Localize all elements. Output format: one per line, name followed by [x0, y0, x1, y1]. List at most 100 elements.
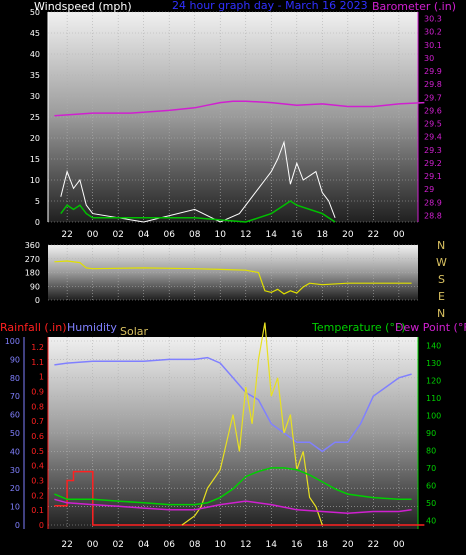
barometer-tick-label: 29.2 [424, 159, 442, 168]
x-tick-label: 04 [138, 540, 150, 550]
x-tick-label: 22 [61, 230, 72, 240]
direction-tick-label: 180 [25, 269, 40, 278]
rain-tick-label: 0.7 [31, 417, 44, 426]
x-tick-label: 16 [291, 540, 303, 550]
x-tick-label: 14 [266, 540, 278, 550]
temperature-axis-label: Temperature (°F) [311, 321, 406, 334]
barometer-tick-label: 30.2 [424, 28, 442, 37]
x-tick-label: 06 [163, 540, 175, 550]
barometer-tick-label: 30.3 [424, 15, 442, 24]
direction-panel-bg [48, 245, 418, 300]
barometer-tick-label: 30 [424, 54, 434, 63]
wind-tick-label: 20 [30, 134, 40, 143]
barometer-tick-label: 29.8 [424, 80, 442, 89]
humidity-line [54, 356, 412, 453]
windspeed-line [60, 140, 336, 223]
temperature-tick-label: 130 [426, 359, 441, 368]
x-tick-label: 08 [189, 540, 201, 550]
rain-tick-label: 0.2 [31, 491, 44, 500]
compass-n-bottom: N [437, 307, 445, 320]
wind-direction-line [54, 260, 412, 295]
x-tick-label: 22 [368, 540, 379, 550]
rain-tick-label: 1.2 [31, 343, 44, 352]
humidity-tick-label: 40 [10, 447, 20, 456]
wind-axis-label: Windspeed (mph) [34, 0, 132, 13]
barometer-tick-label: 29.6 [424, 106, 442, 115]
direction-tick-label: 360 [25, 241, 40, 250]
x-tick-label: 04 [138, 230, 150, 240]
barometer-tick-label: 29 [424, 185, 434, 194]
chart-title: 24 hour graph day - March 16 2023 [172, 0, 368, 12]
direction-tick-label: 0 [35, 296, 40, 305]
compass-w: W [436, 256, 447, 269]
rain-tick-label: 0.5 [31, 447, 44, 456]
temperature-tick-label: 40 [426, 516, 436, 525]
temperature-tick-label: 50 [426, 499, 436, 508]
humidity-tick-label: 70 [10, 392, 20, 401]
wind-tick-label: 25 [30, 113, 40, 122]
humidity-tick-label: 20 [10, 484, 20, 493]
barometer-tick-label: 29.7 [424, 93, 442, 102]
solar-line [181, 322, 323, 526]
barometer-tick-label: 30.1 [424, 41, 442, 50]
rainfall-line [54, 470, 425, 526]
wind-panel-bg [48, 12, 418, 222]
x-tick-label: 20 [342, 230, 354, 240]
compass-e: E [438, 290, 445, 303]
temperature-tick-label: 80 [426, 446, 436, 455]
humidity-tick-label: 60 [10, 411, 20, 420]
humidity-axis-label: Humidity [67, 321, 117, 334]
rain-tick-label: 0.6 [31, 432, 44, 441]
wind-tick-label: 35 [30, 71, 40, 80]
temperature-tick-label: 120 [426, 377, 441, 386]
humidity-tick-label: 90 [10, 355, 20, 364]
x-tick-label: 00 [393, 230, 405, 240]
dewpoint-axis-label: Dew Point (°F) [395, 321, 466, 334]
x-tick-label: 12 [240, 540, 251, 550]
x-tick-label: 00 [393, 540, 405, 550]
x-tick-label: 18 [317, 540, 329, 550]
barometer-tick-label: 28.8 [424, 211, 442, 220]
wind-tick-label: 15 [30, 155, 40, 164]
wind-tick-label: 40 [30, 50, 40, 59]
direction-tick-label: 90 [30, 282, 40, 291]
temperature-tick-label: 100 [426, 412, 441, 421]
temperature-tick-label: 70 [426, 464, 436, 473]
x-tick-label: 18 [317, 230, 329, 240]
x-tick-label: 00 [87, 230, 99, 240]
wind-tick-label: 30 [30, 92, 40, 101]
rain-tick-label: 0.4 [31, 462, 44, 471]
rainfall-axis-label: Rainfall (.in) [0, 321, 67, 334]
barometer-tick-label: 28.9 [424, 198, 442, 207]
x-tick-label: 00 [87, 540, 99, 550]
x-tick-label: 06 [163, 230, 175, 240]
humidity-tick-label: 50 [10, 429, 20, 438]
humidity-tick-label: 30 [10, 466, 20, 475]
barometer-tick-label: 29.9 [424, 67, 442, 76]
x-tick-label: 08 [189, 230, 201, 240]
compass-s: S [438, 273, 445, 286]
rain-tick-label: 1.1 [31, 358, 44, 367]
direction-tick-label: 270 [25, 255, 40, 264]
wind-tick-label: 5 [35, 197, 40, 206]
rain-tick-label: 1 [39, 373, 44, 382]
barometer-tick-label: 29.5 [424, 120, 442, 129]
rain-tick-label: 0.8 [31, 402, 44, 411]
x-tick-label: 14 [266, 230, 278, 240]
wind-tick-label: 45 [30, 29, 40, 38]
x-tick-label: 02 [112, 230, 123, 240]
wind-tick-label: 0 [35, 218, 40, 227]
x-tick-label: 22 [61, 540, 72, 550]
temperature-tick-label: 110 [426, 394, 441, 403]
barometer-tick-label: 29.1 [424, 172, 442, 181]
wind-tick-label: 10 [30, 176, 40, 185]
x-tick-label: 10 [215, 230, 227, 240]
temperature-line [54, 467, 412, 506]
barometer-axis-label: Barometer (.in) [372, 0, 456, 13]
temperature-tick-label: 60 [426, 481, 436, 490]
dewpoint-line [54, 498, 412, 515]
x-tick-label: 10 [215, 540, 227, 550]
humidity-tick-label: 0 [15, 521, 20, 530]
humidity-tick-label: 80 [10, 374, 20, 383]
